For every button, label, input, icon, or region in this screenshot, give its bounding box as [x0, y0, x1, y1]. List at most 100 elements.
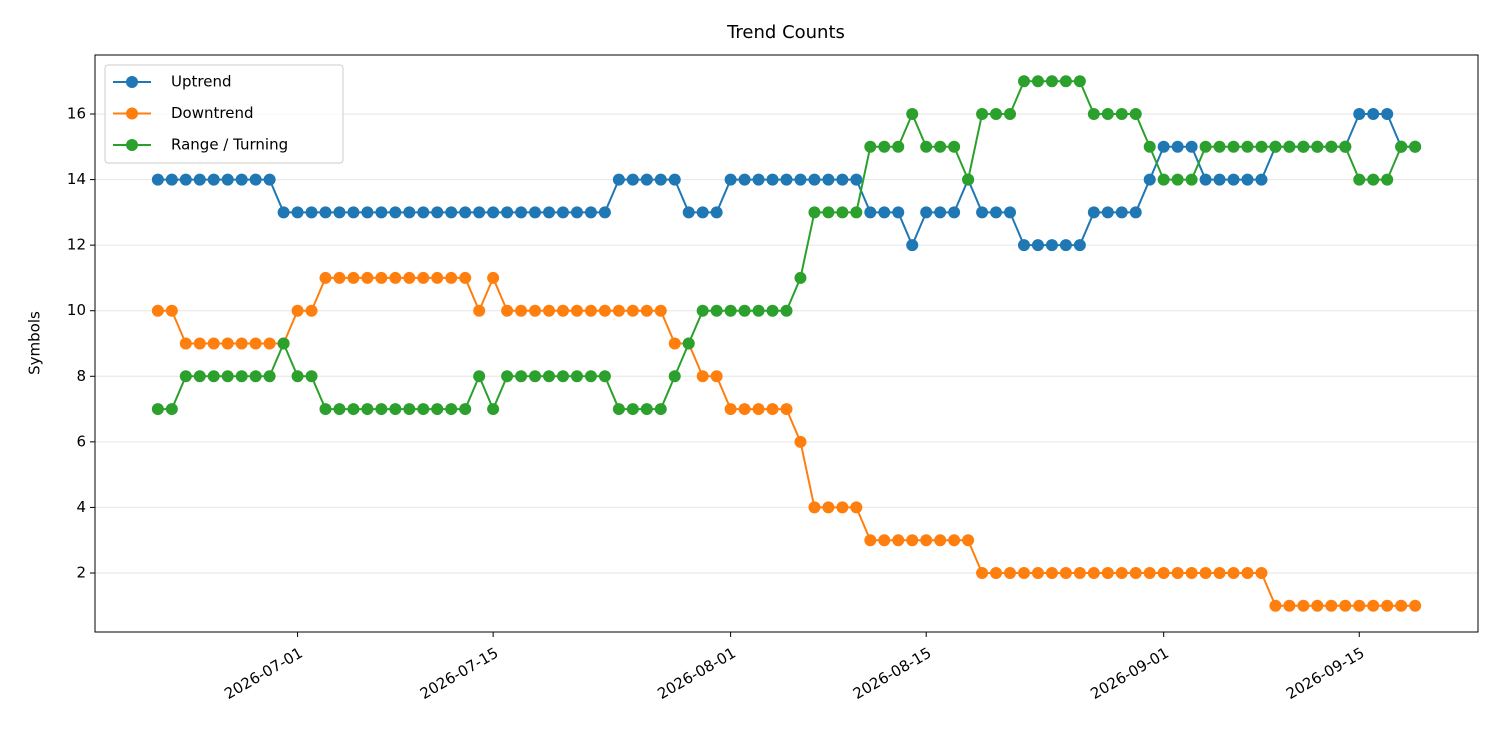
- point: [1059, 566, 1072, 579]
- point: [1045, 566, 1058, 579]
- legend-label: Downtrend: [171, 104, 253, 122]
- point: [1185, 566, 1198, 579]
- point: [487, 403, 500, 416]
- point: [403, 271, 416, 284]
- point: [1381, 108, 1394, 121]
- point: [1157, 140, 1170, 153]
- point: [1367, 173, 1380, 186]
- point: [1255, 140, 1268, 153]
- point: [794, 173, 807, 186]
- point: [570, 206, 583, 219]
- point: [794, 435, 807, 448]
- point: [864, 206, 877, 219]
- point: [529, 206, 542, 219]
- point: [1031, 239, 1044, 252]
- point: [473, 370, 486, 383]
- x-tick-label: 2026-08-01: [654, 644, 739, 703]
- point: [836, 501, 849, 514]
- x-tick-label: 2026-08-15: [850, 644, 935, 703]
- point: [221, 337, 234, 350]
- point: [543, 370, 556, 383]
- point: [640, 173, 653, 186]
- point: [920, 534, 933, 547]
- point: [459, 271, 472, 284]
- point: [1199, 140, 1212, 153]
- point: [766, 173, 779, 186]
- point: [1213, 566, 1226, 579]
- point: [1381, 599, 1394, 612]
- point: [543, 206, 556, 219]
- point: [1185, 173, 1198, 186]
- point: [626, 304, 639, 317]
- y-tick-label: 6: [76, 432, 86, 450]
- point: [1157, 566, 1170, 579]
- point: [1073, 239, 1086, 252]
- point: [1409, 140, 1422, 153]
- point: [1409, 599, 1422, 612]
- point: [1101, 566, 1114, 579]
- point: [207, 370, 220, 383]
- point: [207, 173, 220, 186]
- point: [1297, 140, 1310, 153]
- x-tick-label: 2026-09-01: [1087, 644, 1172, 703]
- point: [263, 337, 276, 350]
- point: [529, 304, 542, 317]
- point: [431, 403, 444, 416]
- point: [1004, 108, 1017, 121]
- point: [990, 206, 1003, 219]
- point: [612, 304, 625, 317]
- point: [515, 206, 528, 219]
- point: [990, 566, 1003, 579]
- point: [165, 304, 178, 317]
- point: [1073, 566, 1086, 579]
- point: [794, 271, 807, 284]
- point: [1199, 566, 1212, 579]
- point: [1297, 599, 1310, 612]
- point: [1381, 173, 1394, 186]
- point: [221, 173, 234, 186]
- point: [864, 534, 877, 547]
- point: [333, 403, 346, 416]
- point: [556, 206, 569, 219]
- point: [948, 206, 961, 219]
- point: [1031, 75, 1044, 88]
- point: [501, 370, 514, 383]
- point: [417, 403, 430, 416]
- point: [1227, 173, 1240, 186]
- point: [1325, 599, 1338, 612]
- point: [459, 206, 472, 219]
- point: [417, 206, 430, 219]
- point: [1339, 140, 1352, 153]
- point: [780, 304, 793, 317]
- point: [584, 206, 597, 219]
- point: [878, 140, 891, 153]
- point: [738, 403, 751, 416]
- point: [808, 206, 821, 219]
- point: [291, 206, 304, 219]
- point: [1339, 599, 1352, 612]
- point: [1255, 566, 1268, 579]
- point: [1311, 140, 1324, 153]
- point: [906, 239, 919, 252]
- point: [976, 206, 989, 219]
- point: [836, 173, 849, 186]
- point: [822, 501, 835, 514]
- x-tick-label: 2026-07-01: [221, 644, 306, 703]
- point: [249, 370, 262, 383]
- point: [584, 304, 597, 317]
- point: [1059, 75, 1072, 88]
- point: [626, 173, 639, 186]
- point: [361, 206, 374, 219]
- point: [151, 304, 164, 317]
- y-tick-label: 10: [67, 301, 86, 319]
- point: [1059, 239, 1072, 252]
- point: [361, 403, 374, 416]
- point: [752, 304, 765, 317]
- point: [543, 304, 556, 317]
- point: [347, 206, 360, 219]
- point: [319, 403, 332, 416]
- point: [934, 534, 947, 547]
- point: [403, 206, 416, 219]
- point: [724, 403, 737, 416]
- point: [445, 206, 458, 219]
